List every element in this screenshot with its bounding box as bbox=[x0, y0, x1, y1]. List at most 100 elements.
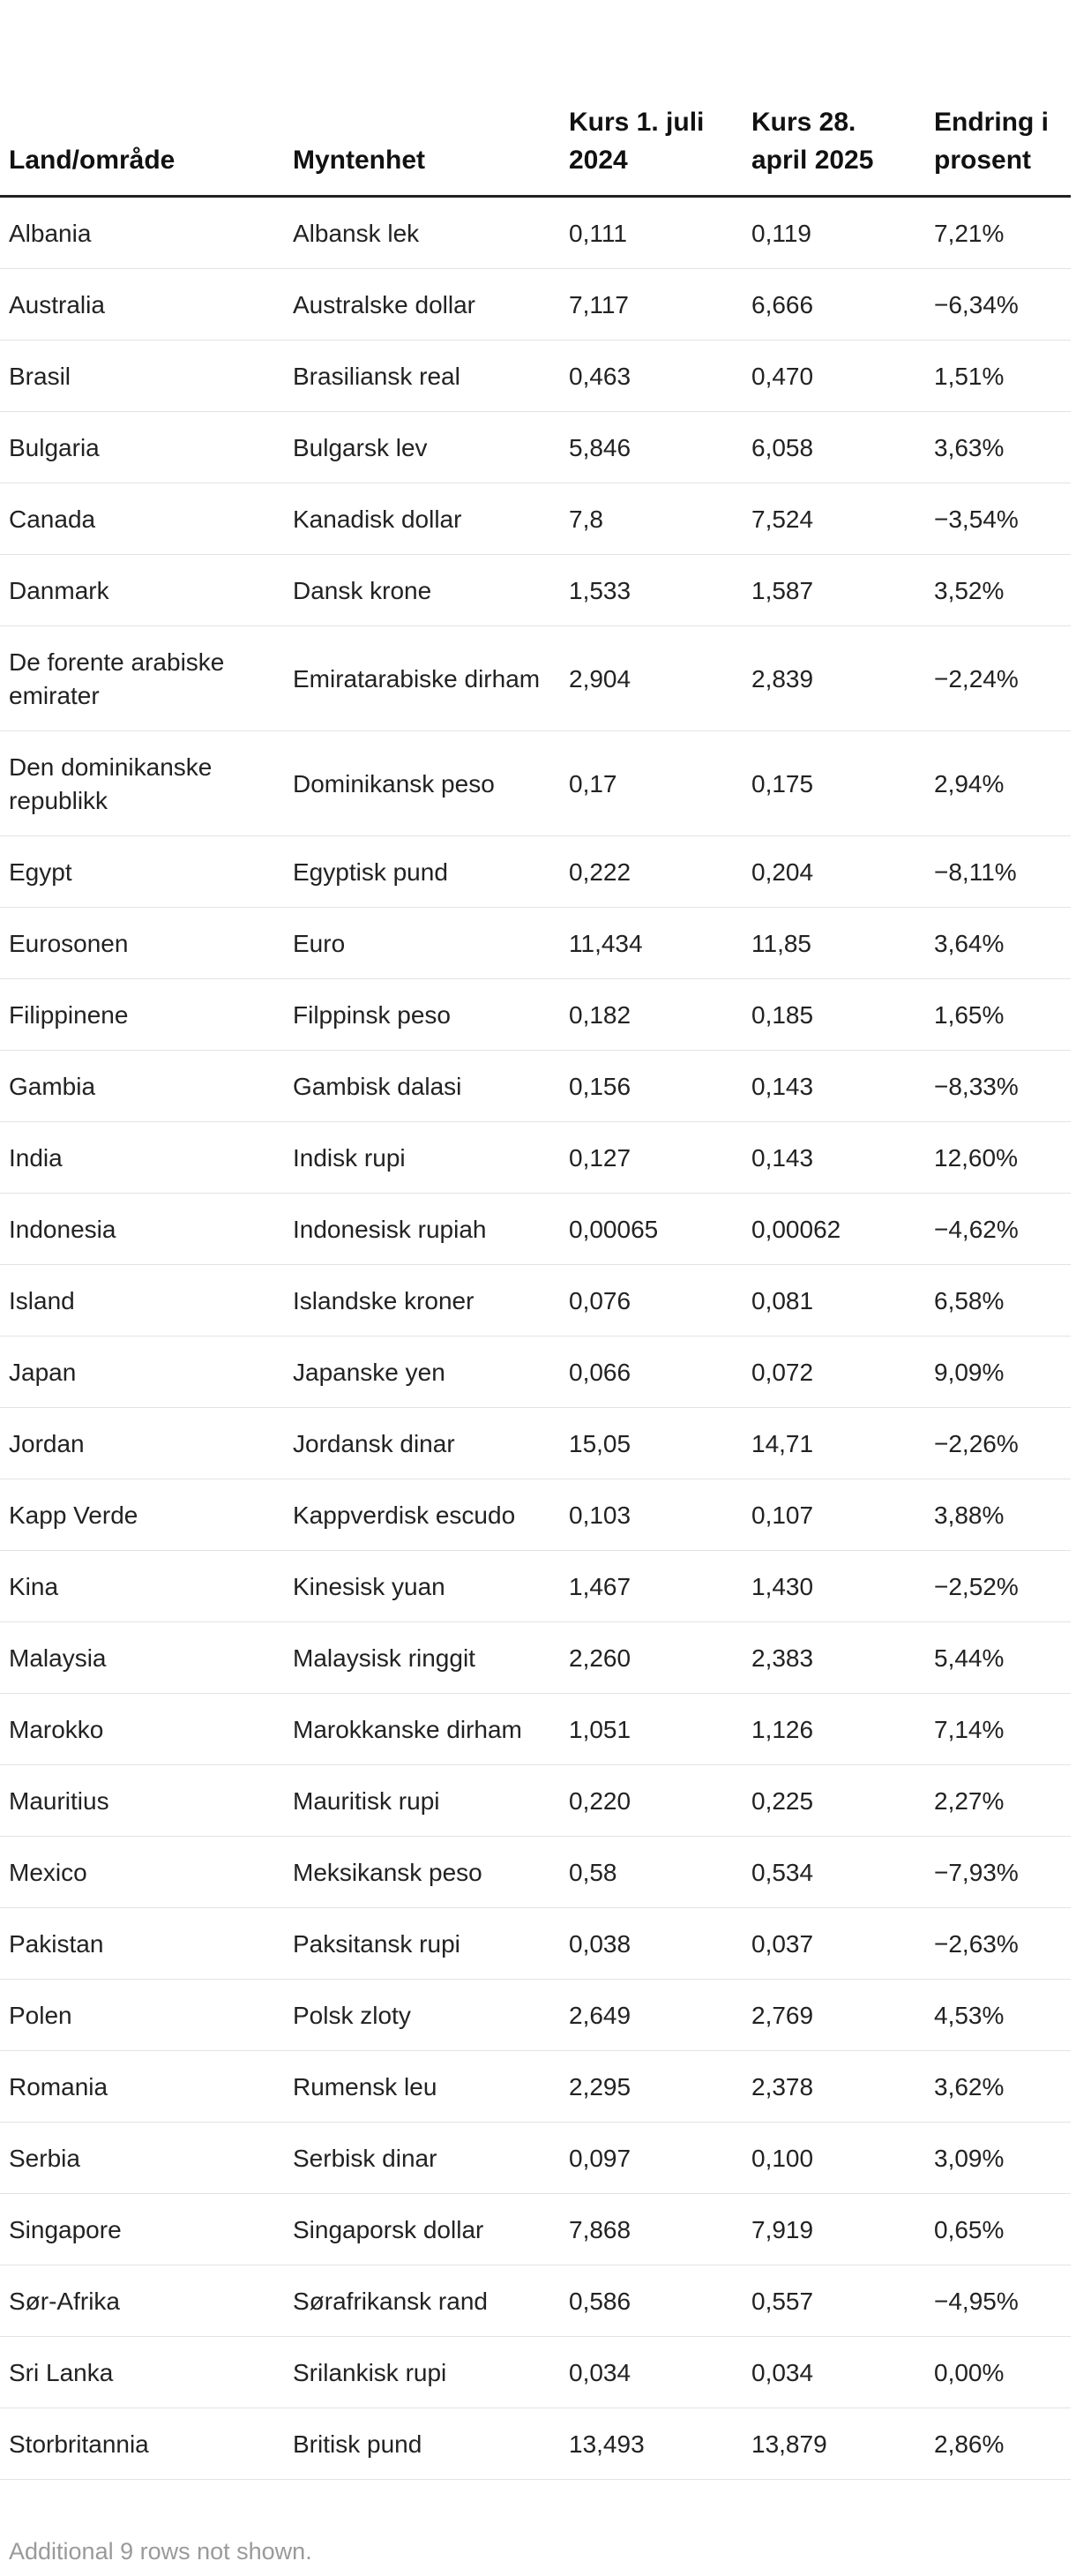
country-cell: Australia bbox=[0, 268, 284, 341]
change-percent-cell: 0,00% bbox=[925, 2336, 1071, 2408]
rate-2024-cell: 0,127 bbox=[560, 1121, 743, 1194]
change-percent-cell: 9,09% bbox=[925, 1336, 1071, 1408]
country-cell: De forente arabiske emirater bbox=[0, 625, 284, 731]
table-row: Japan Japanske yen 0,066 0,072 9,09% bbox=[0, 1336, 1071, 1408]
change-percent-cell: 6,58% bbox=[925, 1264, 1071, 1337]
change-percent-cell: 3,64% bbox=[925, 907, 1071, 979]
rate-2024-cell: 0,034 bbox=[560, 2336, 743, 2408]
table-row: Brasil Brasiliansk real 0,463 0,470 1,51% bbox=[0, 340, 1071, 412]
change-percent-cell: 5,44% bbox=[925, 1621, 1071, 1694]
table-row: Albania Albansk lek 0,111 0,119 7,21% bbox=[0, 196, 1071, 269]
currency-cell: Kappverdisk escudo bbox=[284, 1479, 560, 1551]
country-cell: Malaysia bbox=[0, 1621, 284, 1694]
country-cell: Pakistan bbox=[0, 1907, 284, 1980]
rate-2025-cell: 2,839 bbox=[743, 625, 925, 731]
country-cell: Mauritius bbox=[0, 1764, 284, 1837]
country-cell: Den dominikanske republikk bbox=[0, 730, 284, 836]
rate-2024-cell: 0,586 bbox=[560, 2265, 743, 2337]
currency-cell: Dominikansk peso bbox=[284, 730, 560, 836]
currency-cell: Euro bbox=[284, 907, 560, 979]
currency-cell: Sørafrikansk rand bbox=[284, 2265, 560, 2337]
rate-2025-cell: 11,85 bbox=[743, 907, 925, 979]
table-row: Mauritius Mauritisk rupi 0,220 0,225 2,27% bbox=[0, 1764, 1071, 1837]
country-cell: Serbia bbox=[0, 2122, 284, 2194]
change-percent-cell: −2,24% bbox=[925, 625, 1071, 731]
change-percent-cell: 7,21% bbox=[925, 196, 1071, 269]
rate-2025-cell: 1,126 bbox=[743, 1693, 925, 1765]
change-percent-cell: 3,63% bbox=[925, 411, 1071, 483]
rate-2024-cell: 0,222 bbox=[560, 835, 743, 908]
rate-2024-cell: 5,846 bbox=[560, 411, 743, 483]
country-cell: Storbritannia bbox=[0, 2408, 284, 2480]
change-percent-cell: −4,95% bbox=[925, 2265, 1071, 2337]
currency-cell: Indisk rupi bbox=[284, 1121, 560, 1194]
currency-cell: Japanske yen bbox=[284, 1336, 560, 1408]
change-percent-cell: −2,63% bbox=[925, 1907, 1071, 1980]
table-row: Marokko Marokkanske dirham 1,051 1,126 7,14% bbox=[0, 1693, 1071, 1765]
rate-2025-cell: 0,143 bbox=[743, 1121, 925, 1194]
currency-cell: Malaysisk ringgit bbox=[284, 1621, 560, 1694]
header-change-percent: Endring i prosent bbox=[925, 0, 1071, 198]
table-row: Kapp Verde Kappverdisk escudo 0,103 0,107 3,… bbox=[0, 1479, 1071, 1551]
change-percent-cell: 4,53% bbox=[925, 1979, 1071, 2051]
rate-2025-cell: 2,378 bbox=[743, 2050, 925, 2123]
currency-cell: Australske dollar bbox=[284, 268, 560, 341]
table-row: Eurosonen Euro 11,434 11,85 3,64% bbox=[0, 907, 1071, 979]
table-header: Land/område Myntenhet Kurs 1. juli 2024 … bbox=[0, 0, 1071, 198]
table-row: De forente arabiske emirater Emiratarabis… bbox=[0, 625, 1071, 731]
rate-2025-cell: 7,524 bbox=[743, 483, 925, 555]
rate-2024-cell: 7,8 bbox=[560, 483, 743, 555]
header-row: Land/område Myntenhet Kurs 1. juli 2024 … bbox=[0, 0, 1071, 198]
rate-2024-cell: 13,493 bbox=[560, 2408, 743, 2480]
rate-2024-cell: 0,463 bbox=[560, 340, 743, 412]
currency-cell: Polsk zloty bbox=[284, 1979, 560, 2051]
currency-cell: Emiratarabiske dirham bbox=[284, 625, 560, 731]
table-row: Storbritannia Britisk pund 13,493 13,879 2,8… bbox=[0, 2408, 1071, 2480]
change-percent-cell: −2,26% bbox=[925, 1407, 1071, 1479]
change-percent-cell: 1,65% bbox=[925, 978, 1071, 1051]
rate-2024-cell: 0,17 bbox=[560, 730, 743, 836]
table-row: Filippinene Filppinsk peso 0,182 0,185 1,65% bbox=[0, 978, 1071, 1051]
rate-2024-cell: 0,097 bbox=[560, 2122, 743, 2194]
country-cell: India bbox=[0, 1121, 284, 1194]
currency-cell: Brasiliansk real bbox=[284, 340, 560, 412]
rate-2025-cell: 2,383 bbox=[743, 1621, 925, 1694]
rate-2025-cell: 0,119 bbox=[743, 196, 925, 269]
rate-2025-cell: 6,666 bbox=[743, 268, 925, 341]
header-rate-2025: Kurs 28. april 2025 bbox=[743, 0, 925, 198]
change-percent-cell: 2,86% bbox=[925, 2408, 1071, 2480]
change-percent-cell: 7,14% bbox=[925, 1693, 1071, 1765]
rate-2025-cell: 0,034 bbox=[743, 2336, 925, 2408]
currency-cell: Meksikansk peso bbox=[284, 1836, 560, 1908]
rate-2025-cell: 0,100 bbox=[743, 2122, 925, 2194]
currency-cell: Kanadisk dollar bbox=[284, 483, 560, 555]
rate-2025-cell: 0,037 bbox=[743, 1907, 925, 1980]
currency-cell: Egyptisk pund bbox=[284, 835, 560, 908]
currency-cell: Britisk pund bbox=[284, 2408, 560, 2480]
country-cell: Marokko bbox=[0, 1693, 284, 1765]
currency-cell: Dansk krone bbox=[284, 554, 560, 626]
table-row: Serbia Serbisk dinar 0,097 0,100 3,09% bbox=[0, 2122, 1071, 2194]
table-row: Bulgaria Bulgarsk lev 5,846 6,058 3,63% bbox=[0, 411, 1071, 483]
rate-2025-cell: 1,587 bbox=[743, 554, 925, 626]
table-row: Gambia Gambisk dalasi 0,156 0,143 −8,33% bbox=[0, 1050, 1071, 1122]
rate-2025-cell: 13,879 bbox=[743, 2408, 925, 2480]
currency-cell: Serbisk dinar bbox=[284, 2122, 560, 2194]
rate-2025-cell: 0,175 bbox=[743, 730, 925, 836]
rate-2025-cell: 1,430 bbox=[743, 1550, 925, 1622]
change-percent-cell: 3,62% bbox=[925, 2050, 1071, 2123]
rate-2024-cell: 15,05 bbox=[560, 1407, 743, 1479]
table-row: Pakistan Paksitansk rupi 0,038 0,037 −2,63% bbox=[0, 1907, 1071, 1980]
country-cell: Danmark bbox=[0, 554, 284, 626]
rate-2024-cell: 1,533 bbox=[560, 554, 743, 626]
table-row: Sør-Afrika Sørafrikansk rand 0,586 0,557 −4,… bbox=[0, 2265, 1071, 2337]
footnote: Additional 9 rows not shown. bbox=[9, 2538, 312, 2565]
currency-cell: Marokkanske dirham bbox=[284, 1693, 560, 1765]
change-percent-cell: −8,33% bbox=[925, 1050, 1071, 1122]
rate-2025-cell: 0,225 bbox=[743, 1764, 925, 1837]
country-cell: Bulgaria bbox=[0, 411, 284, 483]
rate-2025-cell: 0,557 bbox=[743, 2265, 925, 2337]
change-percent-cell: −7,93% bbox=[925, 1836, 1071, 1908]
rate-2024-cell: 11,434 bbox=[560, 907, 743, 979]
